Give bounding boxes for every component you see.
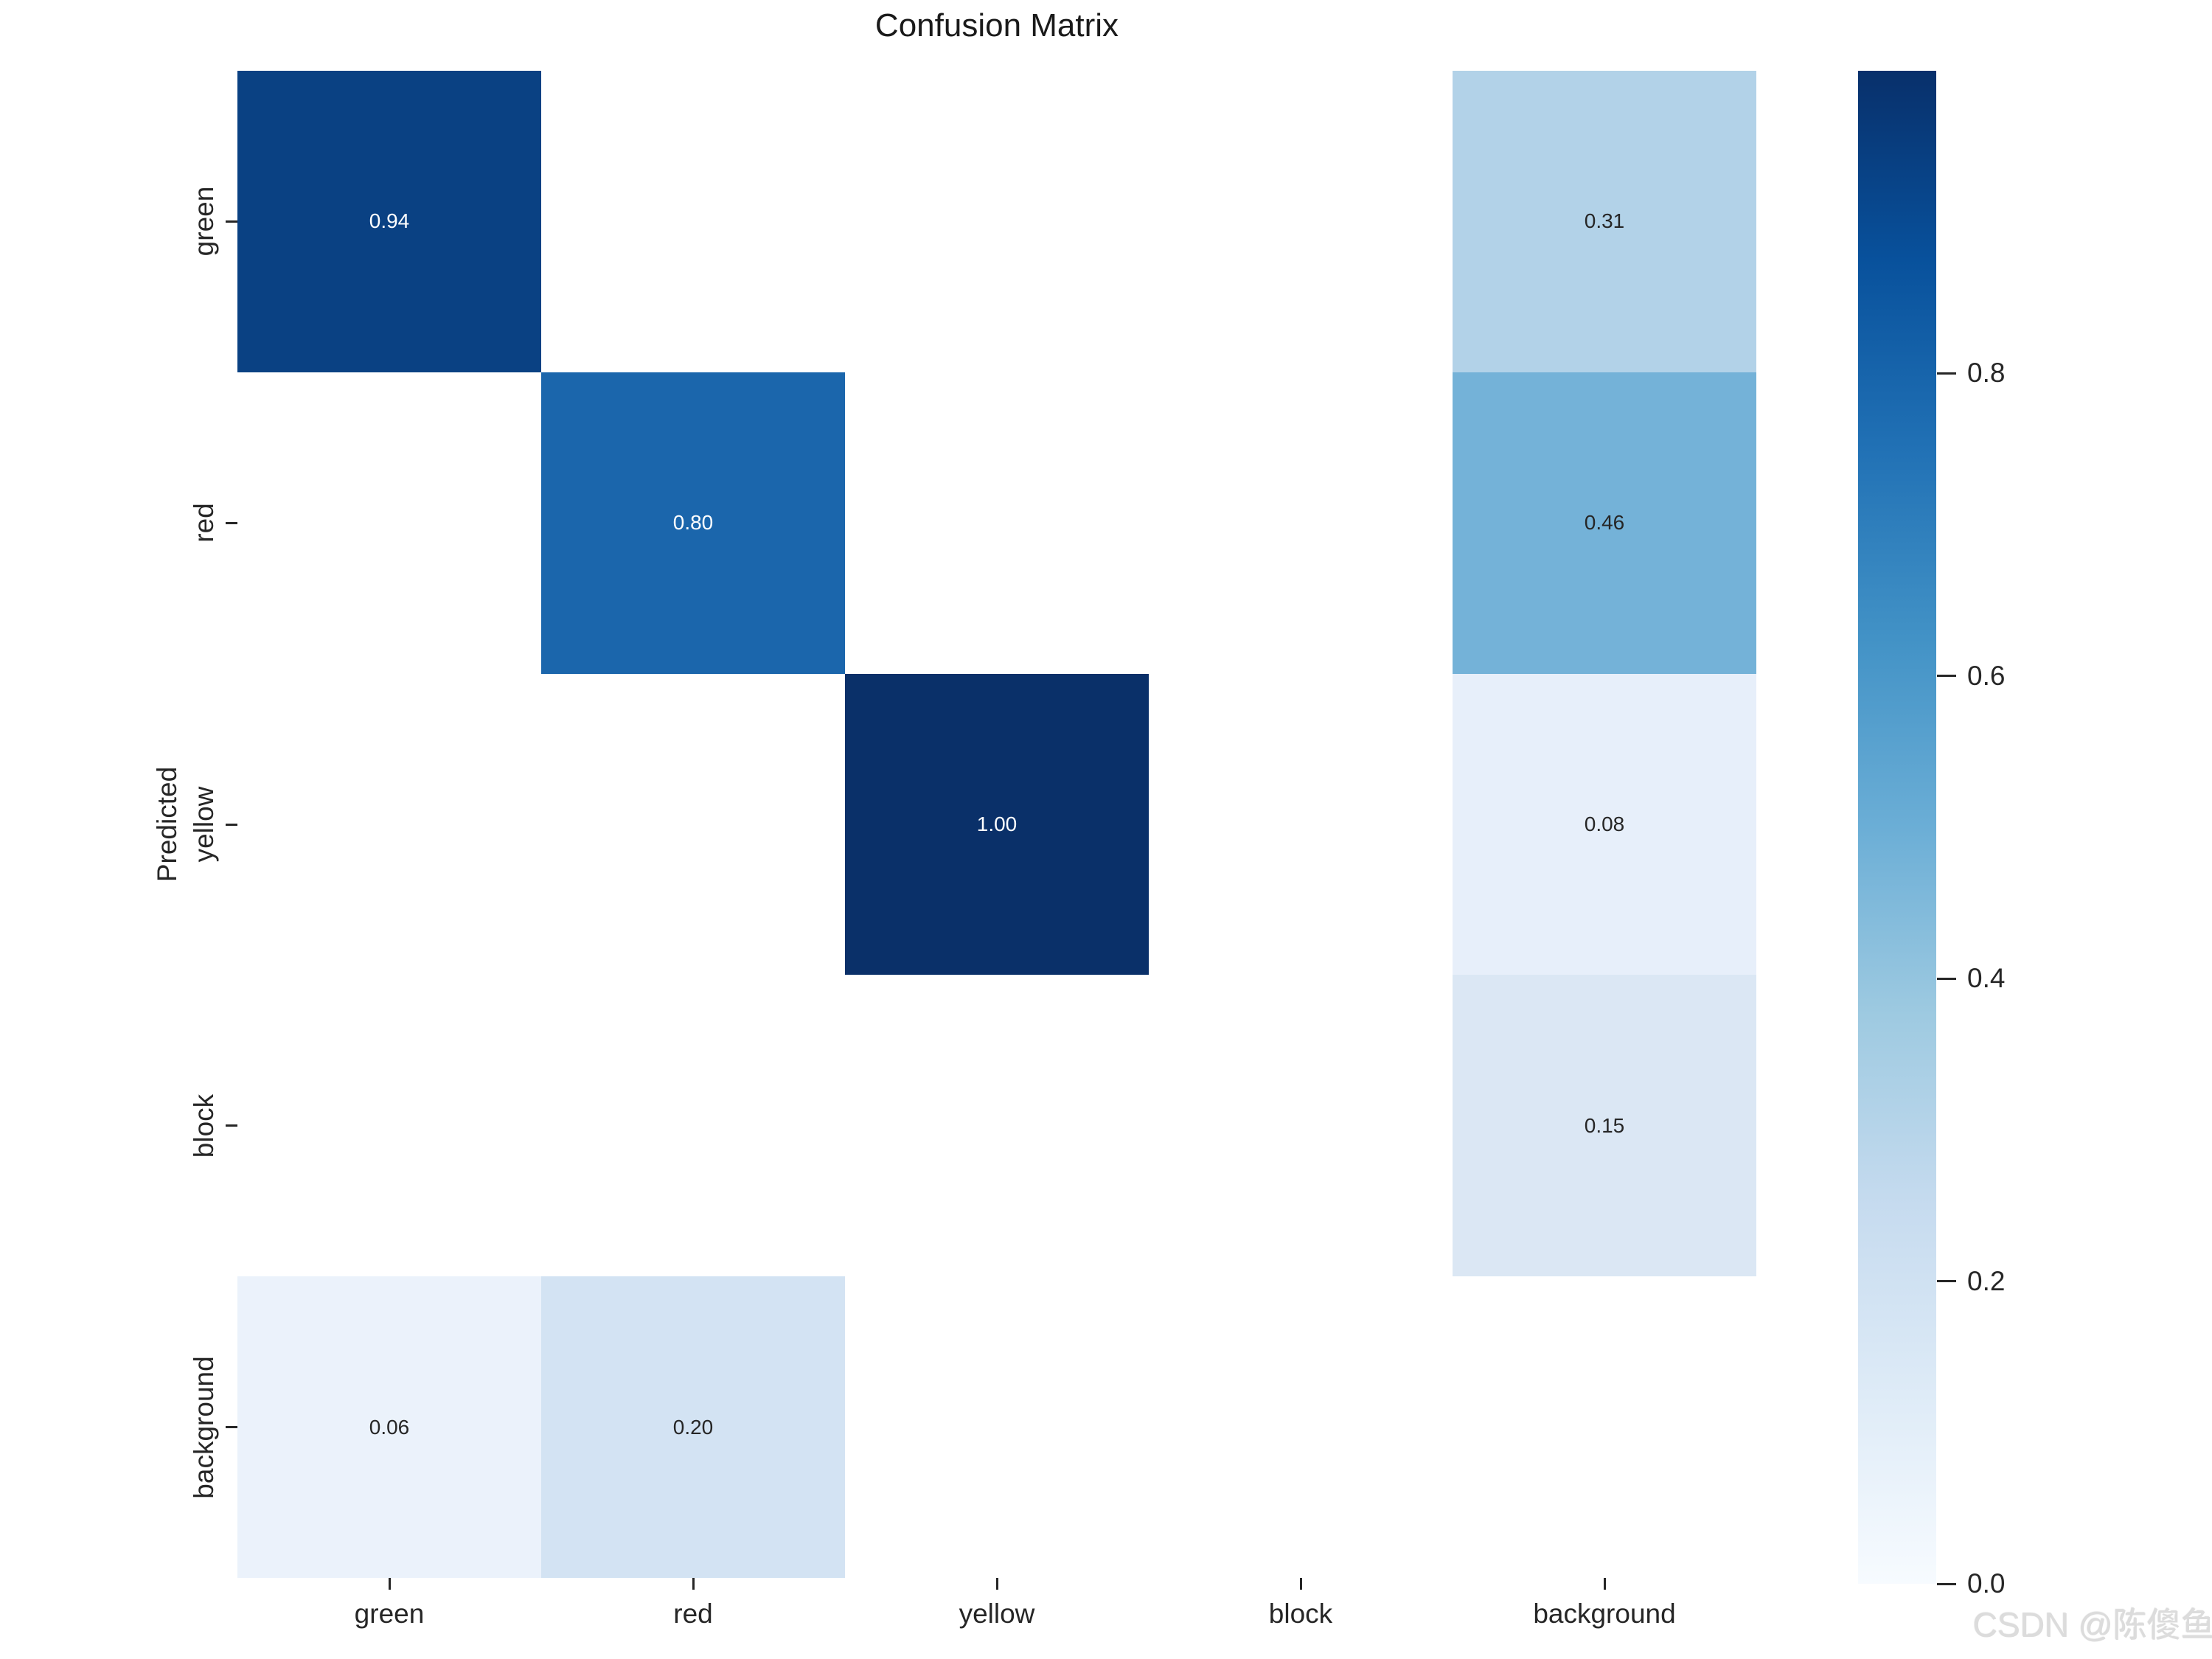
cell-value: 0.94 <box>369 209 410 233</box>
y-tick-mark-block <box>226 1124 237 1127</box>
heatmap-cell-block-red <box>541 975 845 1277</box>
colorbar-tick-mark-0.8 <box>1937 372 1956 375</box>
cell-value: 0.20 <box>672 1415 714 1439</box>
heatmap-cell-background-green: 0.06 <box>237 1276 541 1578</box>
y-tick-label-background: background <box>189 1355 219 1499</box>
y-axis-label: Predicted <box>152 766 182 883</box>
heatmap-cell-green-red <box>541 71 845 372</box>
colorbar-tick-mark-0.0 <box>1937 1582 1956 1585</box>
heatmap-cell-yellow-block <box>1149 673 1453 975</box>
heatmap-cell-background-yellow <box>845 1276 1149 1578</box>
heatmap-cell-red-background: 0.46 <box>1453 372 1756 674</box>
y-tick-mark-yellow <box>226 823 237 826</box>
cell-value: 0.31 <box>1584 209 1625 233</box>
x-tick-mark-block <box>1299 1578 1302 1590</box>
x-tick-label-green: green <box>354 1599 425 1629</box>
x-tick-mark-green <box>388 1578 391 1590</box>
cell-value: 0.46 <box>1584 511 1625 535</box>
heatmap-cell-yellow-green <box>237 673 541 975</box>
y-tick-label-red: red <box>189 503 219 543</box>
heatmap-cell-red-red: 0.80 <box>541 372 845 674</box>
cell-value: 0.06 <box>369 1415 410 1439</box>
y-tick-mark-background <box>226 1426 237 1429</box>
watermark: CSDN @陈傻鱼 <box>1973 1606 2212 1644</box>
colorbar-tick-label-0.2: 0.2 <box>1967 1265 2006 1296</box>
heatmap-cell-block-green <box>237 975 541 1277</box>
cell-value: 0.08 <box>1584 812 1625 835</box>
cell-value: 1.00 <box>976 812 1018 835</box>
colorbar-tick-label-0.4: 0.4 <box>1967 963 2006 994</box>
heatmap-cell-background-red: 0.20 <box>541 1276 845 1578</box>
heatmap-cell-block-background: 0.15 <box>1453 975 1756 1277</box>
x-tick-label-red: red <box>673 1599 713 1629</box>
colorbar-tick-label-0.8: 0.8 <box>1967 358 2006 389</box>
y-tick-mark-red <box>226 521 237 524</box>
heatmap-cell-green-background: 0.31 <box>1453 71 1756 372</box>
colorbar-tick-mark-0.6 <box>1937 675 1956 678</box>
colorbar-tick-label-0.6: 0.6 <box>1967 660 2006 691</box>
x-tick-label-background: background <box>1533 1599 1676 1629</box>
heatmap-cell-green-yellow <box>845 71 1149 372</box>
colorbar-tick-mark-0.4 <box>1937 977 1956 980</box>
heatmap-cell-background-background <box>1453 1276 1756 1578</box>
heatmap-cell-yellow-background: 0.08 <box>1453 673 1756 975</box>
colorbar-tick-mark-0.2 <box>1937 1280 1956 1283</box>
chart-title: Confusion Matrix <box>874 7 1119 44</box>
heatmap-cell-red-block <box>1149 372 1453 674</box>
y-tick-label-block: block <box>189 1093 219 1158</box>
colorbar <box>1858 71 1936 1584</box>
cell-value: 0.80 <box>672 511 714 535</box>
heatmap-cell-block-block <box>1149 975 1453 1277</box>
heatmap-cell-block-yellow <box>845 975 1149 1277</box>
y-tick-label-yellow: yellow <box>189 786 219 863</box>
x-tick-label-yellow: yellow <box>959 1599 1035 1629</box>
colorbar-tick-label-0.0: 0.0 <box>1967 1568 2006 1599</box>
heatmap-cell-green-block <box>1149 71 1453 372</box>
x-tick-mark-yellow <box>995 1578 998 1590</box>
y-tick-label-green: green <box>189 187 219 257</box>
heatmap-cell-yellow-yellow: 1.00 <box>845 673 1149 975</box>
heatmap-cell-red-yellow <box>845 372 1149 674</box>
y-tick-mark-green <box>226 220 237 223</box>
x-tick-label-block: block <box>1268 1599 1333 1629</box>
cell-value: 0.15 <box>1584 1113 1625 1137</box>
x-tick-mark-background <box>1603 1578 1606 1590</box>
heatmap-cell-yellow-red <box>541 673 845 975</box>
heatmap-cell-green-green: 0.94 <box>237 71 541 372</box>
heatmap-cell-red-green <box>237 372 541 674</box>
heatmap-cell-background-block <box>1149 1276 1453 1578</box>
x-tick-mark-red <box>692 1578 695 1590</box>
